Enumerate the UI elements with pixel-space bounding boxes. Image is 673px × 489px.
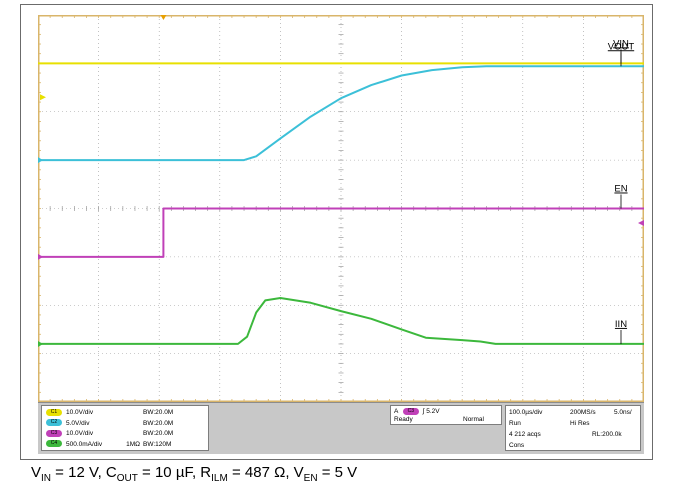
channel-scale: 5.0V/div (66, 419, 90, 427)
run-state: Run (509, 420, 521, 427)
channel-row: C2 5.0V/div BW:20.0M (46, 419, 173, 429)
timebase-panel: 100.0µs/div 200MS/s 5.0ns/ Run Hi Res 4 … (505, 405, 641, 451)
channel-row: C1 10.0V/div BW:20.0M (46, 408, 173, 418)
caption-subscript: IN (41, 473, 52, 484)
channel-badge: C3 (46, 429, 62, 437)
channel-scale: 500.0mA/div (66, 440, 103, 448)
trigger-mode-letter: A (394, 408, 398, 415)
caption-subscript: OUT (116, 473, 138, 484)
channel-badge: C1 (46, 408, 62, 416)
trace-label-iin: IIN (615, 319, 627, 330)
cons-label: Cons (509, 442, 525, 449)
sample-rate: 200MS/s (570, 409, 596, 416)
caption-text: = 487 Ω, V (227, 464, 304, 481)
acquisition-count: 4 212 acqs (509, 431, 541, 438)
trace-label-vout: VOUT (608, 41, 635, 52)
figure-caption: VIN = 12 V, COUT = 10 µF, RILM = 487 Ω, … (31, 463, 357, 489)
trigger-position-marker (160, 15, 167, 20)
trace-label-en: EN (614, 184, 627, 195)
trigger-source-badge: C3 (402, 407, 419, 415)
trace-iin (38, 297, 644, 345)
channel-scale: 10.0V/div (66, 409, 94, 416)
ground-marker-vout (38, 157, 43, 164)
channel-row: C3 10.0V/div BW:20.0M (46, 429, 173, 439)
trigger-slope-icon: ∫ (422, 408, 425, 415)
trigger-panel: A C3 ∫ 5.2V Ready Normal (390, 405, 502, 425)
channel-badge: C4 (46, 440, 62, 448)
ground-marker-iin (38, 340, 43, 347)
channel-bandwidth: BW:20.0M (143, 419, 174, 427)
channel-badge: C2 (46, 419, 62, 427)
caption-text: = 12 V, C (51, 464, 117, 481)
caption-text: = 10 µF, R (137, 464, 212, 481)
trace-en (38, 207, 644, 258)
caption-text: V (31, 464, 42, 481)
scope-screen: VIN VOUT EN IIN (38, 15, 644, 402)
trigger-mode: Normal (463, 416, 484, 423)
timebase-scale: 100.0µs/div (509, 409, 543, 416)
record-length: RL:200.0k (592, 431, 622, 438)
ground-marker-en (38, 253, 43, 260)
channel-bandwidth: BW:20.0M (143, 409, 174, 416)
ch1-offset-marker (40, 94, 46, 101)
channel-panel: C1 10.0V/div BW:20.0M C2 5.0V/div BW:20.0M C3 1… (41, 405, 209, 451)
trace-label-vin: VIN (613, 38, 629, 49)
channel-bandwidth: BW:120M (143, 440, 172, 448)
resolution: 5.0ns/ (614, 409, 632, 416)
acquisition-mode: Hi Res (570, 420, 590, 427)
status-bar: C1 10.0V/div BW:20.0M C2 5.0V/div BW:20.0M C3 1… (38, 402, 644, 454)
channel-row: C4 500.0mA/div 1MΩ BW:120M (46, 440, 171, 450)
trigger-state: Ready (394, 416, 413, 423)
trigger-level: 5.2V (426, 408, 440, 415)
channel-coupling: 1MΩ (126, 440, 140, 448)
caption-subscript: EN (303, 473, 318, 484)
trace-vout (38, 65, 644, 162)
caption-text: = 5 V (317, 464, 358, 481)
channel-scale: 10.0V/div (66, 430, 94, 437)
caption-subscript: ILM (211, 473, 228, 484)
trigger-level-marker (638, 220, 644, 227)
channel-bandwidth: BW:20.0M (143, 430, 174, 437)
